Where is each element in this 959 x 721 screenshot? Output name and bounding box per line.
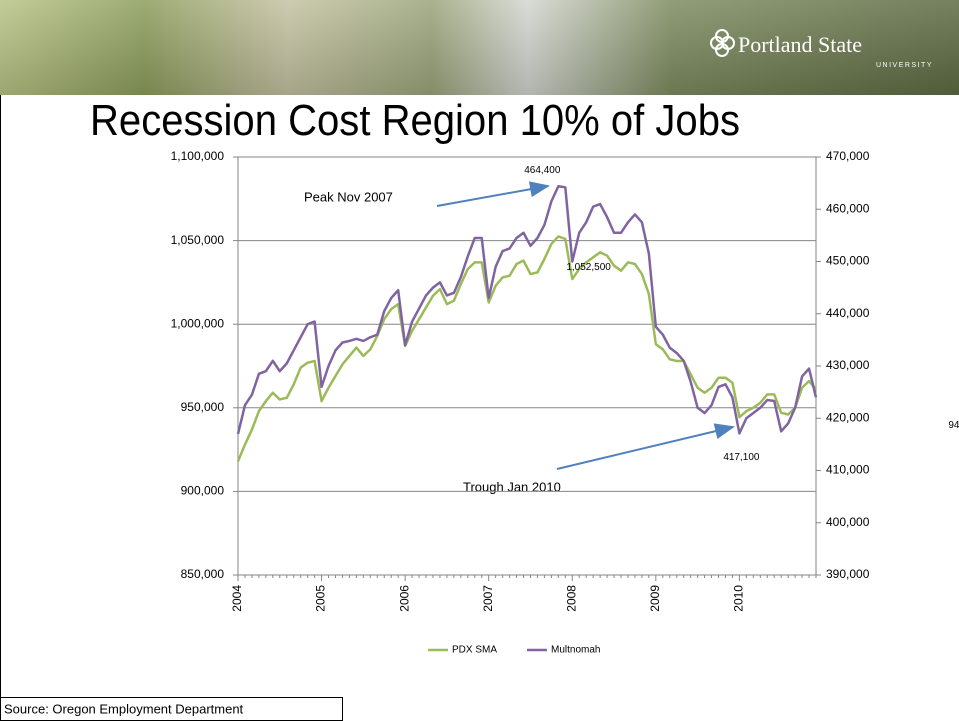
data-label: 1,052,500	[566, 262, 611, 273]
logo	[710, 29, 735, 57]
header-shade	[0, 0, 959, 95]
y2-tick-label: 440,000	[826, 306, 870, 320]
annotation: Trough Jan 2010	[463, 479, 561, 494]
series-line	[236, 235, 817, 462]
y-tick-label: 900,000	[181, 484, 225, 498]
x-tick-label: 2010	[732, 585, 746, 612]
y2-tick-label: 470,000	[826, 149, 870, 163]
y2-tick-label: 450,000	[826, 254, 870, 268]
x-tick-label: 2004	[230, 585, 244, 612]
x-tick-label: 2006	[397, 585, 411, 612]
y-tick-label: 1,050,000	[171, 233, 225, 247]
legend-label: Multnomah	[551, 645, 600, 656]
y-tick-label: 850,000	[181, 567, 225, 581]
y2-tick-label: 430,000	[826, 358, 870, 372]
x-tick-label: 2005	[314, 585, 328, 612]
x-tick-label: 2007	[481, 585, 495, 612]
legend-label: PDX SMA	[452, 645, 497, 656]
annotation: Peak Nov 2007	[304, 189, 393, 204]
logo-subtext: UNIVERSITY	[876, 62, 933, 69]
y2-tick-label: 400,000	[826, 515, 870, 529]
y-tick-label: 950,000	[181, 400, 225, 414]
x-tick-label: 2009	[648, 585, 662, 612]
y2-tick-label: 410,000	[826, 463, 870, 477]
y2-tick-label: 390,000	[826, 567, 870, 581]
peak-arrow	[436, 181, 550, 207]
data-label: 417,100	[723, 452, 760, 463]
y-tick-label: 1,100,000	[171, 149, 225, 163]
data-label: 944,400	[948, 420, 959, 431]
y2-tick-label: 420,000	[826, 410, 870, 424]
source: Source: Oregon Employment Department	[4, 701, 244, 716]
chart-title: Recession Cost Region 10% of Jobs	[90, 96, 740, 145]
data-label: 464,400	[524, 165, 561, 176]
logo-text: Portland State	[738, 32, 862, 57]
y-tick-label: 1,000,000	[171, 316, 225, 330]
x-tick-label: 2008	[564, 585, 578, 612]
series-line	[236, 185, 818, 435]
y2-tick-label: 460,000	[826, 201, 870, 215]
trough-arrow	[556, 423, 735, 470]
